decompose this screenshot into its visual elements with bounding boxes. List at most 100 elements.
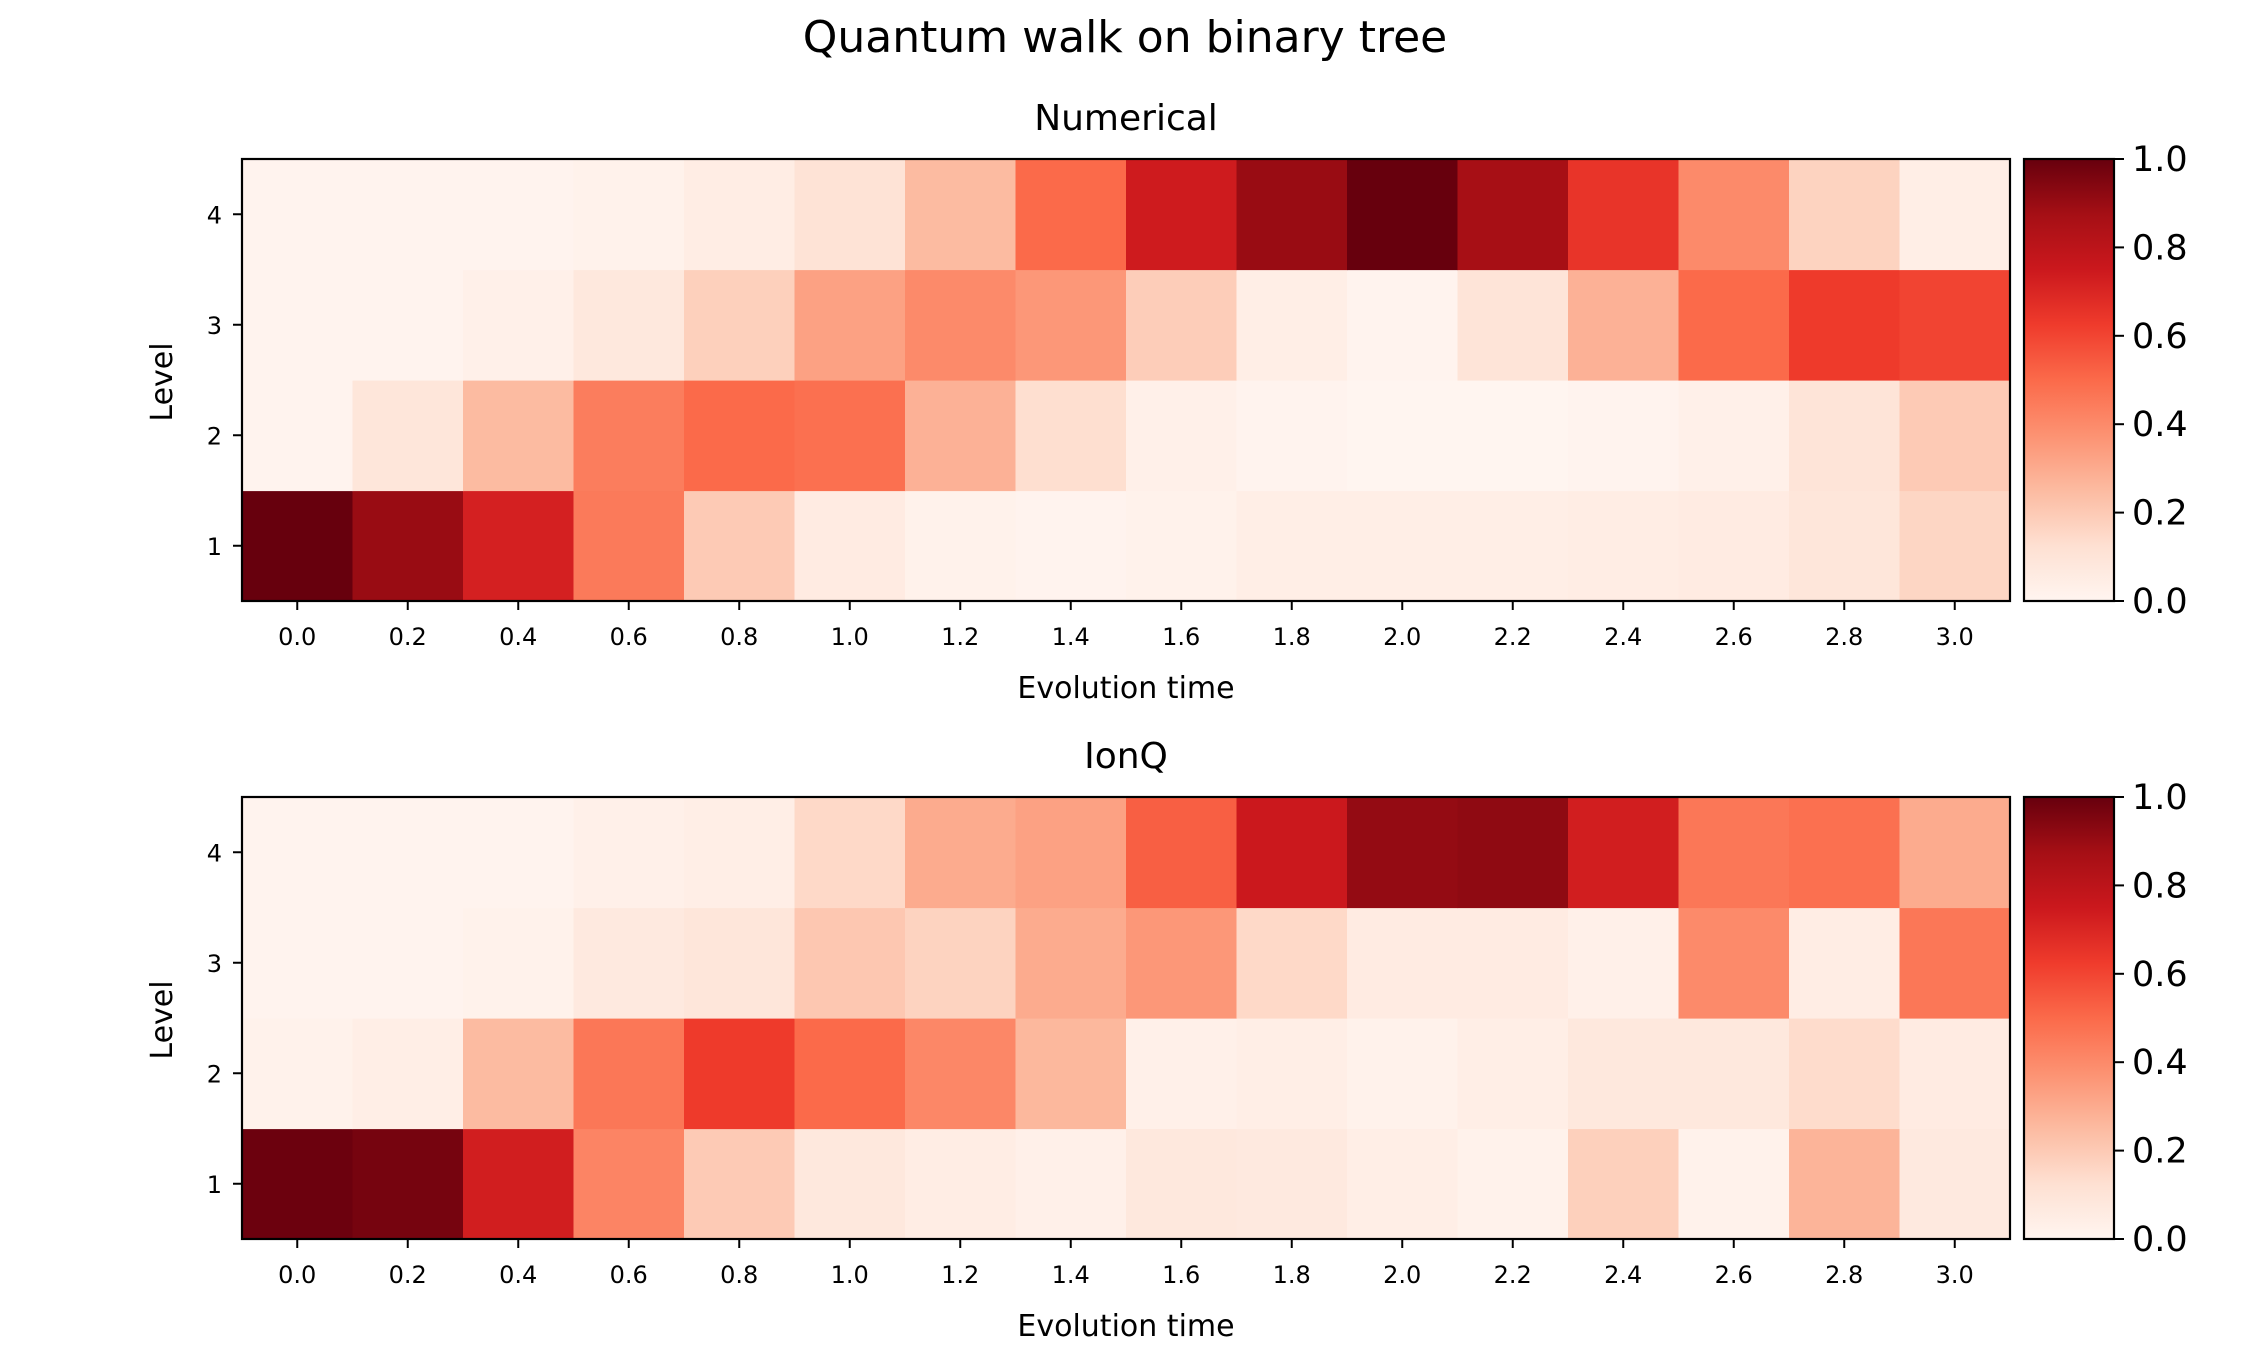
x-tick-label: 2.0: [1383, 1261, 1421, 1289]
heatmap-cell: [1347, 490, 1459, 602]
heatmap-cell: [1568, 797, 1680, 909]
colorbar: 0.0 0.2 0.4 0.6 0.8 1.0: [2022, 140, 2188, 622]
heatmap-cell: [684, 797, 796, 909]
heatmap-cell: [1236, 907, 1348, 1019]
heatmap-cell: [794, 797, 906, 909]
heatmap-cell: [905, 490, 1017, 602]
heatmap-cell: [573, 797, 685, 909]
heatmap-cell: [1568, 1128, 1680, 1240]
heatmap-cell: [1126, 269, 1238, 381]
x-tick-label: 3.0: [1936, 1261, 1974, 1289]
heatmap-cell: [1678, 907, 1790, 1019]
heatmap-cell: [1236, 1128, 1348, 1240]
heatmap-cell: [1899, 1128, 2011, 1240]
heatmap-cell: [905, 1018, 1017, 1130]
colorbar-tick-label: 0.4: [2132, 405, 2188, 445]
colorbar-tick-label: 0.8: [2132, 866, 2188, 906]
heatmap-cell: [1126, 1128, 1238, 1240]
x-tick-label: 0.6: [610, 1261, 648, 1289]
heatmap-cell: [1789, 159, 1901, 271]
heatmap-cell: [1347, 159, 1459, 271]
heatmap-cell: [463, 1128, 575, 1240]
panel-title: Numerical: [1034, 98, 1218, 139]
heatmap-cell: [1347, 269, 1459, 381]
heatmap-cell: [463, 159, 575, 271]
heatmap-cell: [1236, 269, 1348, 381]
x-tick-label: 1.0: [831, 1261, 869, 1289]
colorbar-tick-label: 0.2: [2132, 1132, 2188, 1172]
x-tick-label: 1.6: [1162, 1261, 1200, 1289]
heatmap-cell: [352, 797, 464, 909]
heatmap-cell: [905, 159, 1017, 271]
heatmap-cell: [1457, 797, 1569, 909]
x-tick-label: 2.4: [1604, 1261, 1642, 1289]
y-tick-label: 1: [207, 1171, 222, 1199]
heatmap-cell: [242, 490, 354, 602]
heatmap-cell: [1678, 1128, 1790, 1240]
colorbar-tick-label: 0.6: [2132, 955, 2188, 995]
heatmap-cell: [1126, 907, 1238, 1019]
y-ticks: 1 2 3 4: [207, 839, 242, 1199]
heatmap-cell: [1015, 490, 1127, 602]
heatmap-cell: [1678, 159, 1790, 271]
heatmap-cell: [1126, 1018, 1238, 1130]
colorbar-tick-label: 1.0: [2132, 140, 2188, 180]
colorbar-tick-label: 0.4: [2132, 1043, 2188, 1083]
heatmap-cell: [463, 380, 575, 492]
y-tick-label: 2: [207, 422, 222, 450]
heatmap-cell: [1899, 159, 2011, 271]
heatmap-cell: [352, 1018, 464, 1130]
x-tick-label: 2.0: [1383, 623, 1421, 651]
heatmap-cell: [1678, 797, 1790, 909]
heatmap-cell: [1347, 380, 1459, 492]
panel-numerical: Numerical 0.0 0.2 0.4 0.6 0.8 1.0 1.2 1.4 1.6 1.8…: [145, 98, 2188, 706]
heatmap-cell: [573, 159, 685, 271]
heatmap-cell: [1789, 797, 1901, 909]
heatmap-cell: [684, 1128, 796, 1240]
heatmap-cells: [242, 797, 2011, 1240]
heatmap-cell: [1015, 1018, 1127, 1130]
heatmap-cell: [1457, 380, 1569, 492]
figure-suptitle: Quantum walk on binary tree: [803, 12, 1447, 63]
x-tick-label: 1.4: [1052, 623, 1090, 651]
heatmap-cell: [1568, 269, 1680, 381]
heatmap-cell: [905, 380, 1017, 492]
heatmap-cell: [1568, 490, 1680, 602]
heatmap-cell: [1678, 1018, 1790, 1130]
heatmap-cell: [242, 269, 354, 381]
heatmap-cell: [1126, 380, 1238, 492]
panel-ionq: IonQ 0.0 0.2 0.4 0.6 0.8 1.0 1.2 1.4 1.6 1.8 2.0 2.…: [145, 736, 2188, 1344]
heatmap-cell: [1347, 907, 1459, 1019]
heatmap-cell: [1678, 380, 1790, 492]
colorbar-tick-label: 0.2: [2132, 494, 2188, 534]
colorbar-gradient: [2022, 795, 2116, 1241]
heatmap-cell: [1015, 797, 1127, 909]
heatmap-cell: [573, 1128, 685, 1240]
x-tick-label: 0.0: [278, 623, 316, 651]
heatmap-cell: [1789, 380, 1901, 492]
heatmap-cell: [684, 380, 796, 492]
heatmap-cell: [1457, 1128, 1569, 1240]
heatmap-cell: [1015, 159, 1127, 271]
heatmap-cell: [1899, 490, 2011, 602]
colorbar-tick-label: 0.0: [2132, 582, 2188, 622]
heatmap-cell: [1789, 269, 1901, 381]
x-tick-label: 2.2: [1494, 1261, 1532, 1289]
heatmap-cell: [1347, 1128, 1459, 1240]
x-tick-label: 1.8: [1273, 623, 1311, 651]
heatmap-cell: [1236, 159, 1348, 271]
heatmap-cell: [684, 159, 796, 271]
heatmap-cell: [463, 490, 575, 602]
panel-title: IonQ: [1084, 736, 1168, 777]
heatmap-cell: [352, 380, 464, 492]
heatmap-cell: [1568, 1018, 1680, 1130]
heatmap-cell: [1457, 907, 1569, 1019]
x-ticks: 0.0 0.2 0.4 0.6 0.8 1.0 1.2 1.4 1.6 1.8 2.0 2.2 2.4 2…: [278, 1239, 1974, 1289]
colorbar-tick-label: 0.8: [2132, 228, 2188, 268]
colorbar-tick-label: 0.6: [2132, 317, 2188, 357]
colorbar: 0.0 0.2 0.4 0.6 0.8 1.0: [2022, 778, 2188, 1260]
x-tick-label: 0.2: [389, 623, 427, 651]
y-axis-label: Level: [145, 980, 180, 1059]
x-tick-label: 0.8: [720, 1261, 758, 1289]
